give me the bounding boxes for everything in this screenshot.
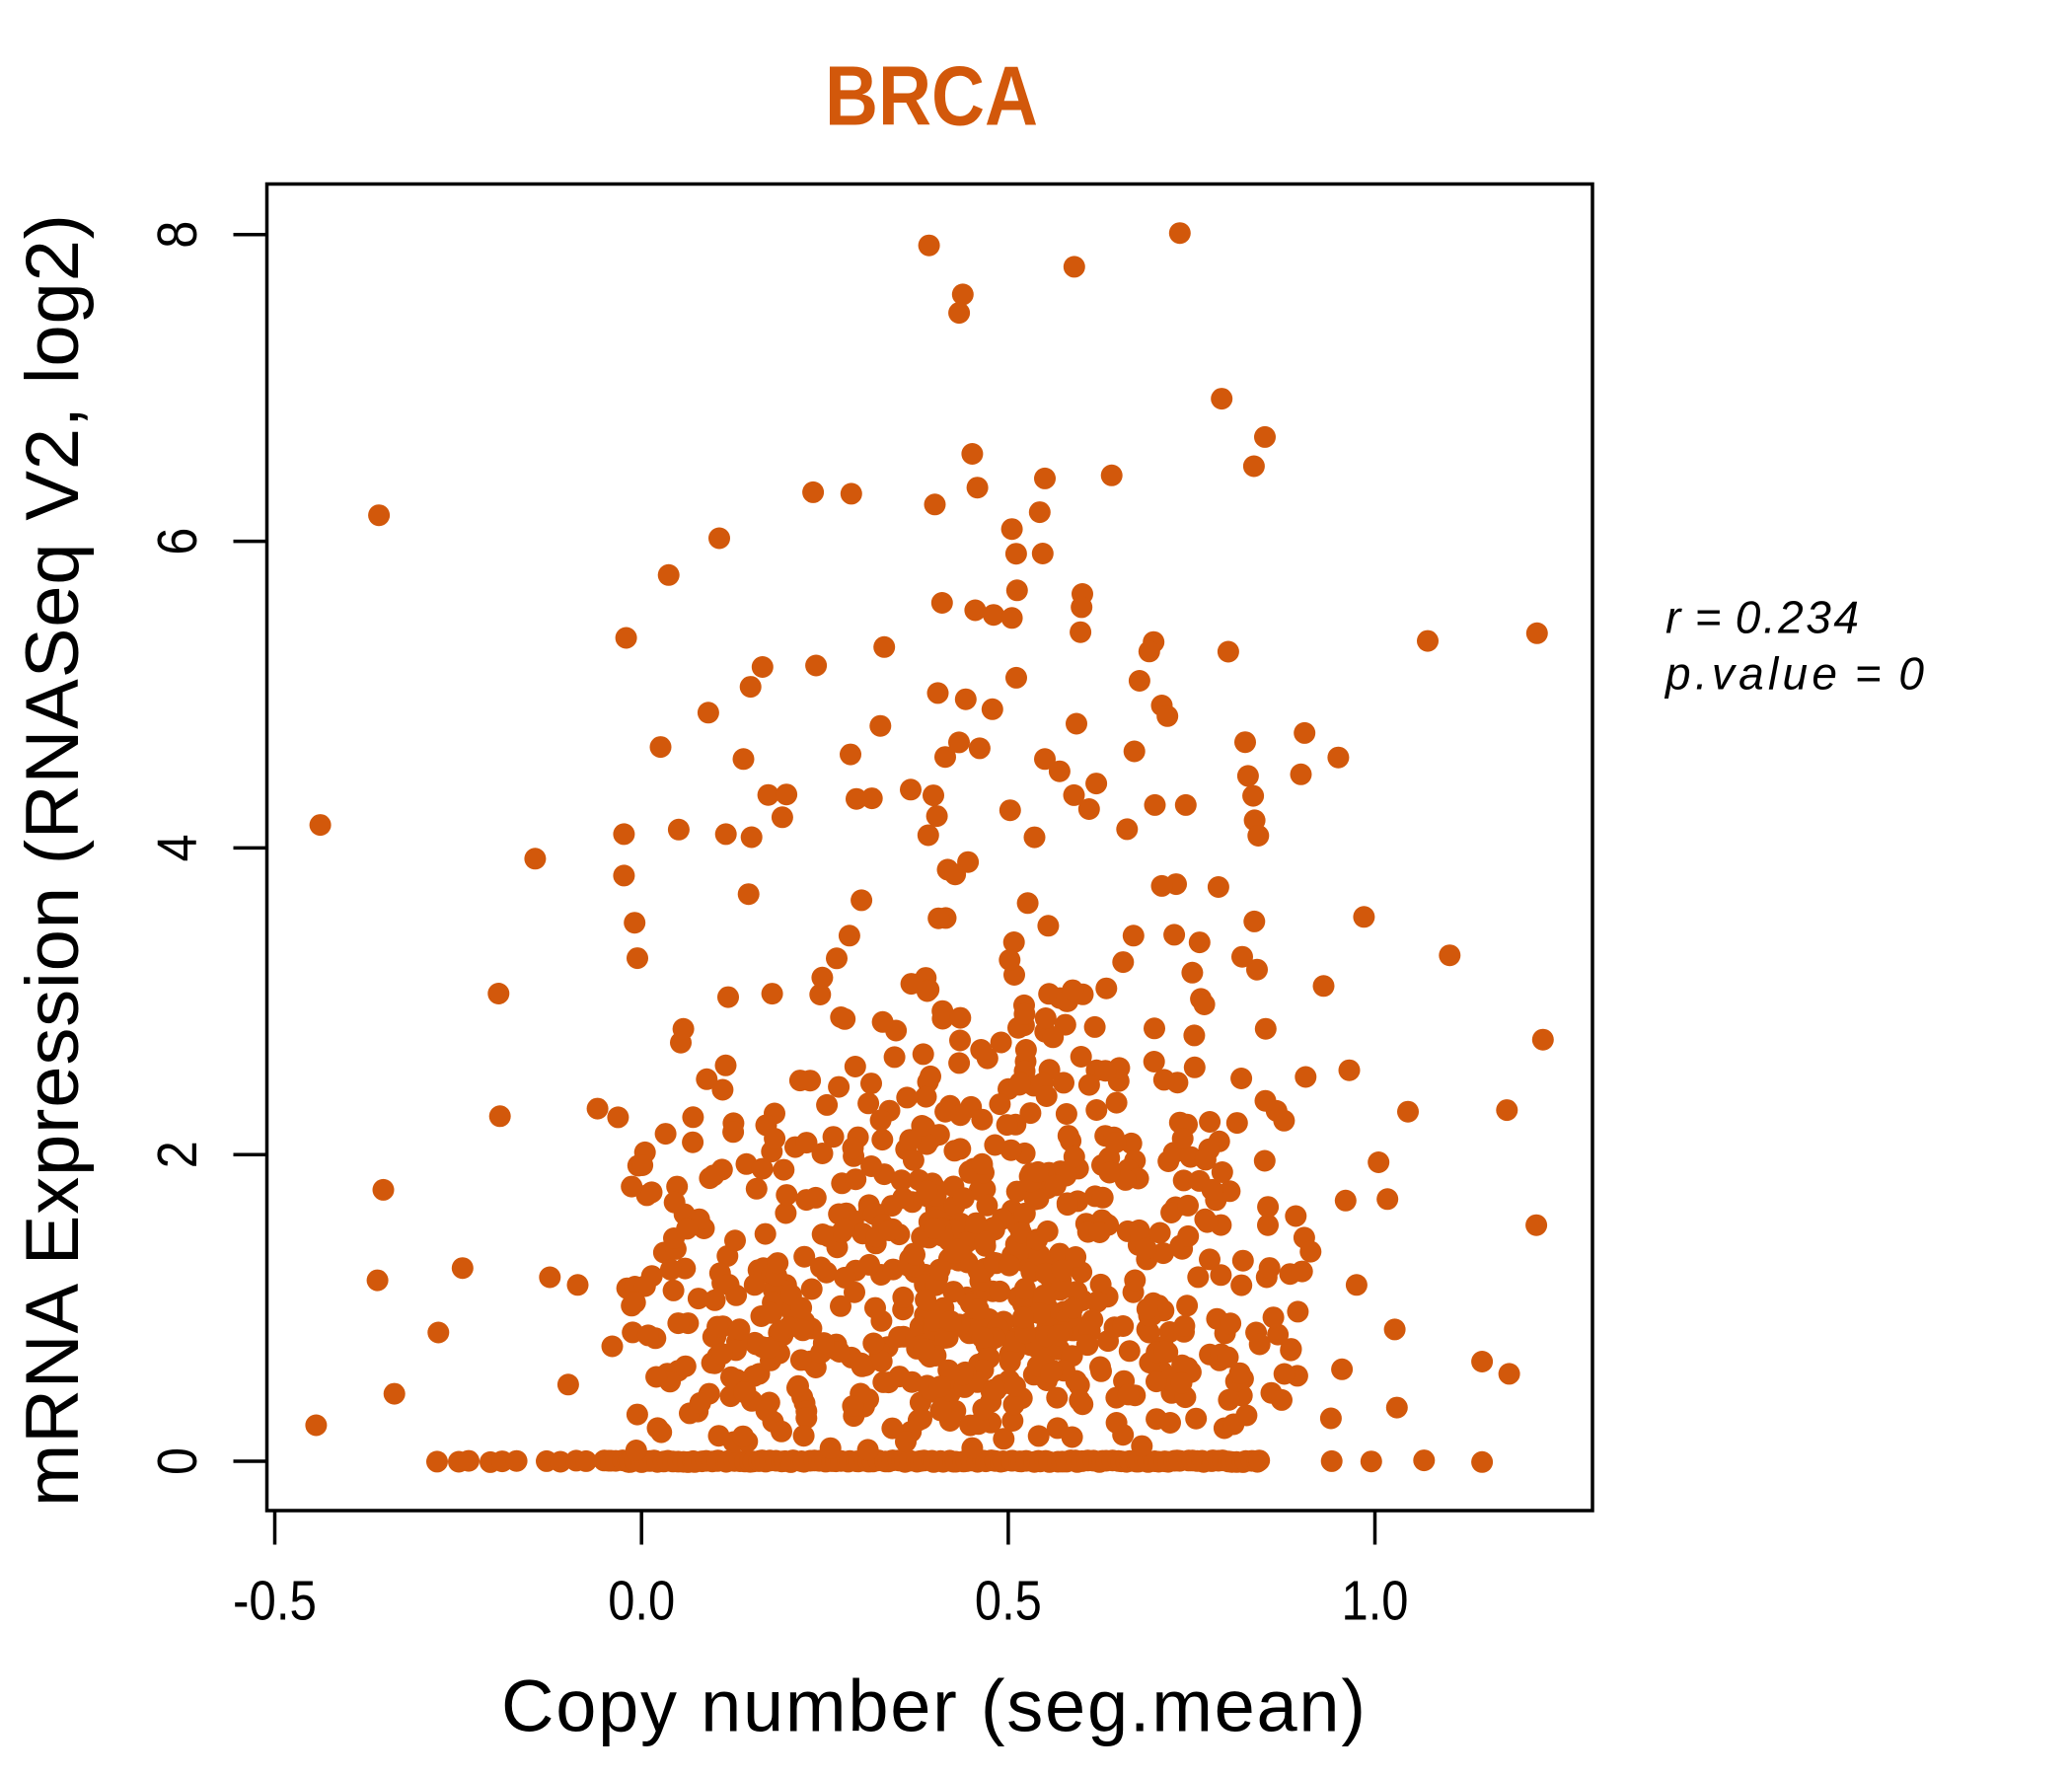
- svg-text:0: 0: [146, 1447, 209, 1475]
- svg-text:8: 8: [146, 221, 209, 249]
- svg-text:p.value = 0: p.value = 0: [1664, 647, 1924, 699]
- svg-text:Copy number (seg.mean): Copy number (seg.mean): [501, 1665, 1366, 1747]
- svg-text:2: 2: [146, 1141, 209, 1168]
- svg-text:0.0: 0.0: [608, 1570, 675, 1633]
- svg-text:BRCA: BRCA: [825, 50, 1038, 144]
- svg-text:mRNA Expression (RNASeq V2, lo: mRNA Expression (RNASeq V2, log2): [11, 214, 95, 1507]
- svg-text:0.5: 0.5: [975, 1570, 1042, 1633]
- svg-text:1.0: 1.0: [1342, 1570, 1409, 1633]
- svg-text:-0.5: -0.5: [233, 1570, 317, 1633]
- svg-text:r = 0.234: r = 0.234: [1665, 592, 1859, 643]
- svg-text:6: 6: [146, 528, 209, 555]
- svg-text:4: 4: [146, 834, 209, 861]
